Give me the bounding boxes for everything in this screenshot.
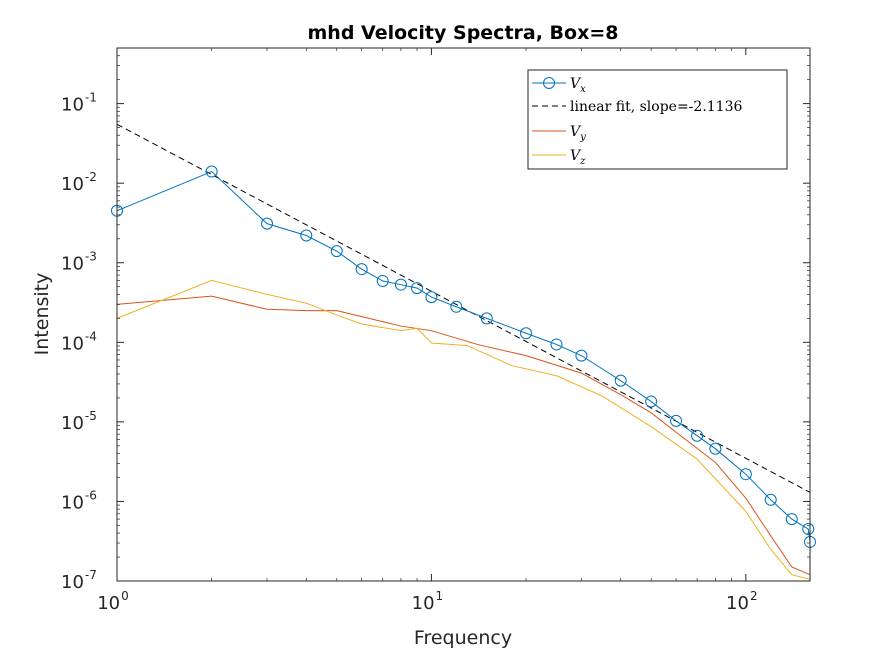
data-point-vx-6: [376, 274, 389, 287]
data-point-vx-11: [480, 312, 493, 325]
legend-label: Vx: [570, 76, 586, 95]
data-point-vx-10: [450, 300, 463, 313]
legend: Vx linear fit, slope=-2.1136 Vy Vz: [527, 69, 788, 170]
data-point-vx-2: [261, 217, 274, 230]
data-point-vx-22: [785, 513, 798, 526]
data-point-vx-18: [691, 429, 704, 442]
data-point-vx-17: [670, 414, 683, 427]
data-point-vx-14: [575, 349, 588, 362]
legend-box: [527, 69, 788, 170]
data-point-vx-16: [645, 395, 658, 408]
data-point-vx-8: [411, 282, 424, 295]
data-point-vx-20: [739, 468, 752, 481]
y-axis-label: Intensity: [31, 273, 53, 356]
data-point-vx-7: [394, 278, 407, 291]
data-point-vx-13: [550, 338, 563, 351]
x-axis-label: Frequency: [414, 627, 512, 649]
legend-label: Vy: [570, 124, 586, 143]
series-line-v-x: [116, 170, 811, 542]
legend-label: linear fit, slope=-2.1136: [570, 99, 742, 115]
legend-marker: [543, 77, 555, 89]
chart-title: mhd Velocity Spectra, Box=8: [308, 22, 619, 44]
data-point-vx-19: [709, 442, 722, 455]
series-line-v-y: [116, 295, 811, 576]
data-point-vx-23: [802, 523, 815, 536]
legend-items: Vx linear fit, slope=-2.1136 Vy Vz: [532, 76, 742, 167]
y-tick-label: 10-3: [61, 250, 97, 275]
data-point-vx-9: [425, 291, 438, 304]
data-point-vx-15: [614, 374, 627, 387]
data-point-vx-5: [355, 263, 368, 276]
data-point-vx-3: [300, 229, 313, 242]
data-point-vx-12: [520, 327, 533, 340]
series-layer: [111, 123, 816, 580]
data-point-vx-1: [205, 165, 218, 178]
axes-box: [116, 47, 811, 582]
series-line-v-z: [116, 279, 811, 580]
data-point-vx-21: [764, 493, 777, 506]
legend-label: Vz: [570, 148, 586, 167]
data-point-vx-4: [330, 245, 343, 258]
